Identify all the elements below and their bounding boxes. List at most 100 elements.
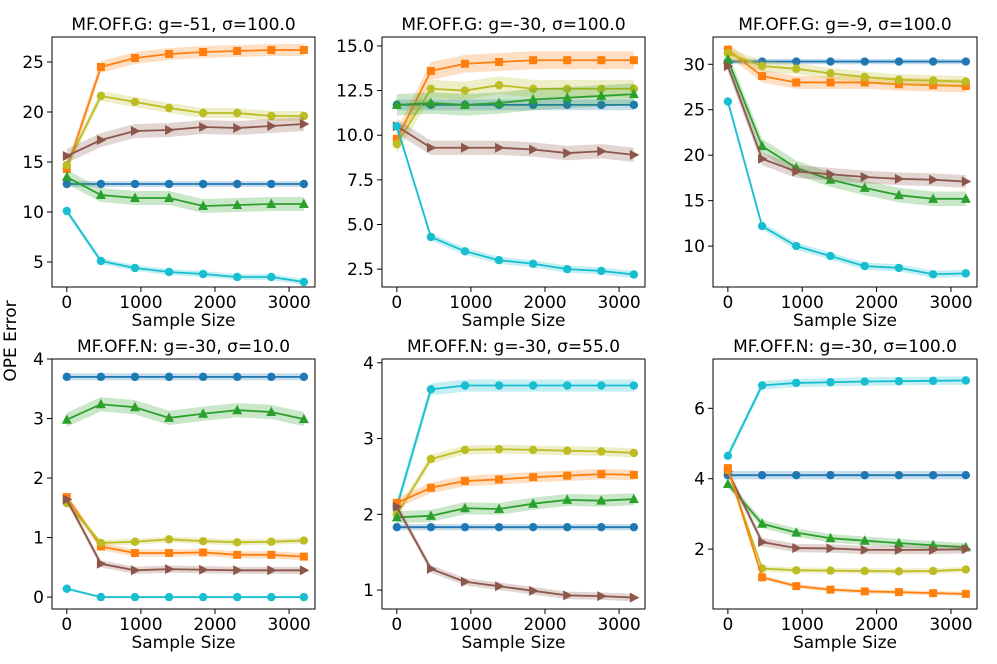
series-line-brown: [66, 123, 304, 157]
data-point-green-1: [391, 511, 402, 522]
chart-panel-6: 0 1000 2000 3000 2 4 6 MF.OFF.N: g=-30, σ=100.0…: [694, 337, 978, 653]
data-point-cyan-4: [164, 267, 174, 277]
series-line-brown: [66, 499, 304, 572]
data-point-cyan-1: [723, 97, 733, 106]
series-band-brown: [396, 502, 634, 602]
data-point-blue-5: [198, 179, 208, 189]
data-point-cyan-5: [860, 261, 869, 271]
data-point-cyan-5: [198, 592, 208, 602]
y-tick-label: 10: [22, 203, 44, 223]
data-point-olive-2: [96, 91, 106, 101]
data-point-green-8: [628, 493, 639, 504]
data-point-cyan-1: [62, 206, 72, 216]
data-point-orange-5: [199, 48, 208, 56]
series-line-brown: [396, 506, 634, 599]
data-point-brown-7: [929, 544, 939, 555]
data-point-green-8: [298, 413, 309, 424]
data-point-green-8: [628, 88, 639, 99]
data-point-olive-6: [894, 567, 904, 576]
data-point-brown-6: [233, 123, 243, 133]
data-point-blue-8: [299, 179, 309, 189]
data-point-cyan-8: [629, 270, 639, 279]
data-point-blue-7: [928, 470, 938, 480]
data-point-orange-1: [723, 464, 732, 473]
data-point-blue-4: [826, 57, 835, 66]
data-point-cyan-7: [928, 270, 938, 279]
data-point-blue-5: [860, 57, 869, 66]
data-point-green-5: [198, 200, 209, 210]
series-line-orange: [66, 496, 304, 558]
data-point-cyan-8: [961, 376, 971, 385]
y-tick-label: 5.0: [347, 216, 374, 236]
data-point-olive-6: [233, 538, 242, 547]
data-point-olive-6: [563, 446, 572, 455]
data-point-brown-2: [96, 558, 107, 569]
data-point-cyan-3: [460, 381, 470, 390]
y-tick-label: 25: [683, 101, 705, 121]
data-point-blue-7: [597, 100, 606, 110]
data-point-olive-5: [198, 536, 208, 546]
data-point-brown-6: [233, 565, 243, 576]
data-point-cyan-7: [267, 592, 276, 602]
data-point-blue-7: [267, 372, 276, 382]
data-point-cyan-2: [757, 381, 767, 390]
data-point-green-4: [494, 97, 505, 108]
data-point-brown-7: [597, 146, 607, 157]
data-point-green-3: [129, 401, 140, 412]
data-point-green-4: [825, 174, 836, 184]
chart-title: MF.OFF.N: g=-30, σ=55.0: [407, 337, 620, 357]
data-point-olive-5: [860, 72, 869, 82]
data-point-green-5: [198, 408, 209, 418]
data-point-green-3: [791, 527, 802, 537]
y-tick-label: 2: [694, 540, 705, 560]
chart-panel-5: 0 1000 2000 3000 1 2 3 4 MF.OFF.N: g=-30, σ=55.0…: [363, 337, 646, 653]
data-point-blue-4: [164, 179, 174, 189]
data-point-orange-7: [597, 56, 606, 65]
data-point-brown-5: [199, 122, 209, 132]
data-point-green-3: [459, 502, 470, 513]
data-point-blue-8: [961, 470, 971, 480]
data-point-olive-8: [299, 111, 309, 121]
data-point-blue-8: [629, 100, 639, 110]
data-point-orange-7: [929, 81, 938, 90]
data-point-cyan-1: [392, 122, 402, 131]
data-point-brown-6: [894, 173, 905, 184]
series-line-cyan: [727, 379, 966, 457]
data-point-green-6: [232, 404, 243, 415]
series-line-orange: [727, 49, 966, 87]
data-point-blue-8: [629, 522, 639, 532]
data-point-blue-1: [62, 372, 72, 382]
data-point-blue-2: [96, 179, 106, 189]
data-point-orange-7: [267, 550, 276, 559]
data-point-cyan-4: [826, 378, 835, 387]
data-point-olive-7: [928, 566, 938, 576]
data-point-orange-4: [495, 58, 504, 66]
data-point-blue-6: [233, 372, 242, 382]
data-point-orange-2: [758, 573, 767, 582]
data-point-green-8: [960, 193, 971, 203]
data-point-brown-1: [723, 61, 734, 72]
data-point-green-4: [825, 532, 836, 543]
series-line-green: [727, 483, 966, 549]
data-point-orange-6: [894, 588, 903, 597]
data-point-orange-5: [860, 78, 869, 87]
data-point-cyan-6: [894, 263, 904, 273]
data-point-cyan-7: [267, 272, 276, 282]
data-point-orange-2: [426, 483, 435, 492]
data-point-olive-3: [792, 566, 801, 575]
data-point-brown-5: [199, 564, 209, 575]
data-point-olive-7: [267, 537, 276, 546]
data-point-blue-3: [460, 522, 470, 532]
data-point-cyan-2: [96, 256, 106, 266]
data-point-blue-4: [826, 470, 835, 480]
y-tick-label: 3: [363, 430, 374, 450]
series-line-cyan: [395, 384, 634, 507]
chart-title: MF.OFF.G: g=-9, σ=100.0: [738, 15, 952, 35]
data-point-brown-2: [758, 537, 768, 548]
series-line-orange: [727, 467, 966, 595]
data-point-olive-1: [723, 49, 733, 58]
series-band-green: [727, 479, 966, 552]
x-tick-label: 2000: [193, 615, 236, 635]
data-point-olive-8: [629, 448, 639, 458]
data-point-olive-7: [597, 84, 606, 93]
